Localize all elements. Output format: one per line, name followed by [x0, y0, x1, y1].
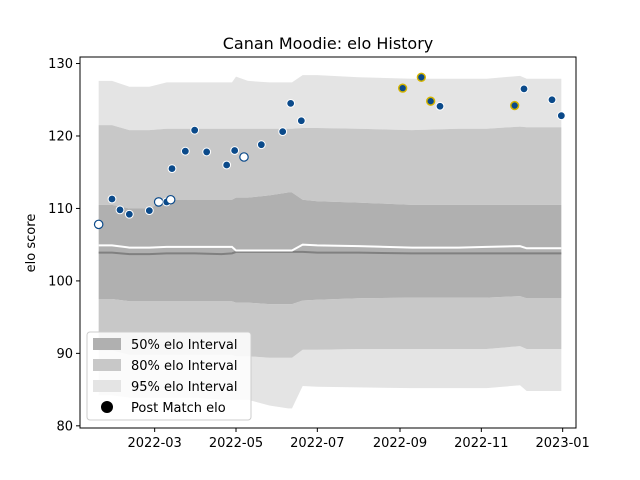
x-tick-label: 2022-07 — [290, 436, 344, 451]
legend-swatch-80 — [93, 359, 121, 371]
legend-swatch-95 — [93, 380, 121, 392]
data-point — [124, 209, 134, 219]
center-lines — [98, 243, 562, 256]
legend: 50% elo Interval 80% elo Interval 95% el… — [86, 331, 252, 421]
band-95-upper — [98, 75, 562, 131]
data-point — [144, 206, 154, 216]
y-tick-label: 100 — [48, 274, 73, 289]
data-point — [398, 83, 408, 93]
data-point — [115, 205, 125, 215]
data-point — [190, 125, 200, 135]
data-point — [180, 146, 190, 156]
data-point — [153, 197, 164, 207]
data-point — [107, 194, 117, 204]
x-tick-label: 2023-01 — [536, 436, 590, 451]
y-axis-ticks: 80 90 100 110 120 130 — [48, 57, 80, 434]
chart-title: Canan Moodie: elo History — [223, 34, 434, 53]
legend-label-80: 80% elo Interval — [131, 359, 238, 374]
data-point — [239, 152, 249, 162]
data-point — [547, 95, 557, 105]
y-tick-label: 90 — [56, 347, 73, 362]
data-point — [222, 160, 232, 170]
data-point — [416, 72, 426, 82]
legend-marker-points — [101, 401, 113, 413]
data-point — [230, 146, 240, 155]
data-point — [286, 98, 296, 108]
band-80-upper — [98, 125, 562, 209]
legend-frame — [86, 331, 252, 421]
axes-frame — [79, 56, 577, 429]
x-tick-label: 2022-05 — [209, 436, 263, 451]
data-point — [296, 116, 306, 126]
legend-label-95: 95% elo Interval — [131, 380, 238, 395]
data-point — [278, 127, 288, 137]
legend-label-50: 50% elo Interval — [131, 338, 238, 353]
legend-label-points: Post Match elo — [131, 401, 226, 416]
band-50 — [98, 192, 562, 305]
x-tick-label: 2022-03 — [128, 436, 182, 451]
data-point — [167, 164, 177, 173]
y-axis-label: elo score — [24, 214, 39, 273]
y-tick-label: 80 — [56, 419, 73, 434]
data-point — [165, 194, 176, 205]
data-point — [426, 96, 436, 106]
mean-line — [98, 243, 562, 252]
data-point — [519, 84, 529, 94]
data-point — [510, 100, 520, 111]
data-point — [256, 140, 266, 150]
y-tick-label: 120 — [48, 129, 73, 144]
median-line — [98, 250, 562, 256]
data-points — [93, 72, 566, 230]
legend-swatch-50 — [93, 338, 121, 350]
data-point — [93, 219, 104, 230]
y-tick-label: 130 — [48, 57, 73, 72]
y-tick-label: 110 — [48, 202, 73, 217]
data-point — [435, 101, 445, 111]
x-tick-label: 2022-11 — [454, 436, 508, 451]
data-point — [556, 111, 566, 121]
data-point — [202, 147, 212, 157]
x-axis-ticks: 2022-03 2022-05 2022-07 2022-09 2022-11 2023-… — [128, 428, 590, 451]
x-tick-label: 2022-09 — [373, 436, 427, 451]
